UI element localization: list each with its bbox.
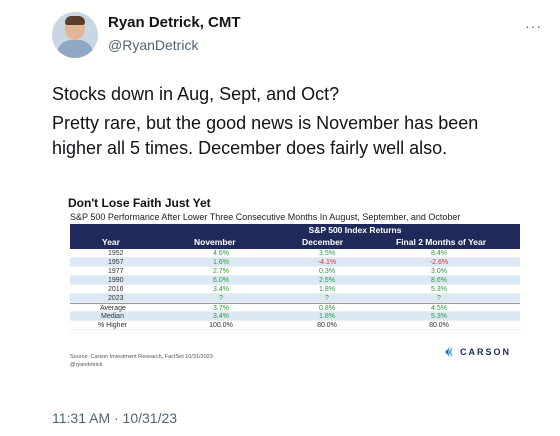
col-december: December — [302, 237, 344, 247]
cell-nov: 100.0% — [209, 322, 233, 329]
col-final-two: Final 2 Months of Year — [396, 237, 487, 247]
cell-two: 5.3% — [431, 286, 447, 293]
cell-year: 2016 — [108, 286, 124, 293]
table-row: 1977 2.7% 0.3% 3.0% — [70, 267, 520, 276]
table-header: S&P 500 Index Returns Year November Dece… — [70, 224, 520, 249]
image-subtitle: S&P 500 Performance After Lower Three Co… — [70, 212, 461, 222]
cell-year: 1977 — [108, 268, 124, 275]
credit-note: @ryandetrick — [70, 362, 103, 368]
cell-dec: 80.0% — [317, 322, 337, 329]
cell-nov: 3.4% — [213, 313, 229, 320]
cell-dec: 0.8% — [319, 305, 335, 312]
more-options-icon[interactable]: ··· — [525, 18, 542, 34]
cell-two: ? — [437, 295, 441, 302]
summary-label: Median — [101, 313, 124, 320]
logo-text: CARSON — [460, 347, 512, 357]
cell-two: 80.0% — [429, 322, 449, 329]
image-title: Don't Lose Faith Just Yet — [68, 196, 211, 210]
table-row: 1957 1.6% -4.1% -2.6% — [70, 258, 520, 267]
cell-year: 1990 — [108, 277, 124, 284]
author-name[interactable]: Ryan Detrick, CMT — [108, 14, 241, 31]
cell-two: 8.4% — [431, 250, 447, 257]
group-header: S&P 500 Index Returns — [308, 225, 402, 235]
cell-year: 1957 — [108, 259, 124, 266]
cell-two: 3.0% — [431, 268, 447, 275]
cell-dec: 1.8% — [319, 313, 335, 320]
tweet-text-line1: Stocks down in Aug, Sept, and Oct? — [52, 84, 340, 104]
cell-nov: 6.0% — [213, 277, 229, 284]
summary-label: % Higher — [98, 322, 127, 329]
summary-row: % Higher 100.0% 80.0% 80.0% — [70, 321, 520, 330]
cell-dec: ? — [325, 295, 329, 302]
cell-nov: 3.7% — [213, 305, 229, 312]
source-note: Source: Carson Investment Research, Fact… — [70, 354, 213, 360]
cell-two: 8.6% — [431, 277, 447, 284]
cell-nov: 3.4% — [213, 286, 229, 293]
tweet-image[interactable]: Don't Lose Faith Just Yet S&P 500 Perfor… — [52, 188, 532, 378]
cell-dec: 0.3% — [319, 268, 335, 275]
cell-nov: 1.6% — [213, 259, 229, 266]
tweet-text-line2: Pretty rare, but the good news is Novemb… — [52, 113, 479, 158]
cell-dec: 2.5% — [319, 277, 335, 284]
cell-dec: 1.8% — [319, 286, 335, 293]
returns-table: S&P 500 Index Returns Year November Dece… — [70, 224, 520, 330]
cell-year: 2023 — [108, 295, 124, 302]
cell-two: -2.6% — [429, 259, 449, 266]
col-november: November — [194, 237, 236, 247]
table-row: 2023 ? ? ? — [70, 294, 520, 303]
avatar[interactable] — [52, 12, 98, 58]
table-row: 1990 6.0% 2.5% 8.6% — [70, 276, 520, 285]
summary-row: Average 3.7% 0.8% 4.5% — [70, 303, 520, 312]
summary-row: Median 3.4% 1.8% 5.3% — [70, 312, 520, 321]
cell-nov: ? — [219, 295, 223, 302]
tweet-timestamp[interactable]: 11:31 AM · 10/31/23 — [52, 410, 178, 426]
cell-nov: 2.7% — [213, 268, 229, 275]
cell-year: 1952 — [108, 250, 124, 257]
summary-label: Average — [100, 305, 126, 312]
cell-nov: 4.6% — [213, 250, 229, 257]
col-year: Year — [102, 237, 120, 247]
cell-dec: 3.5% — [319, 250, 335, 257]
cell-two: 5.3% — [431, 313, 447, 320]
table-row: 2016 3.4% 1.8% 5.3% — [70, 285, 520, 294]
carson-logo-icon — [445, 347, 453, 357]
cell-dec: -4.1% — [317, 259, 337, 266]
cell-two: 4.5% — [431, 305, 447, 312]
table-row: 1952 4.6% 3.5% 8.4% — [70, 249, 520, 258]
author-handle[interactable]: @RyanDetrick — [108, 37, 199, 53]
